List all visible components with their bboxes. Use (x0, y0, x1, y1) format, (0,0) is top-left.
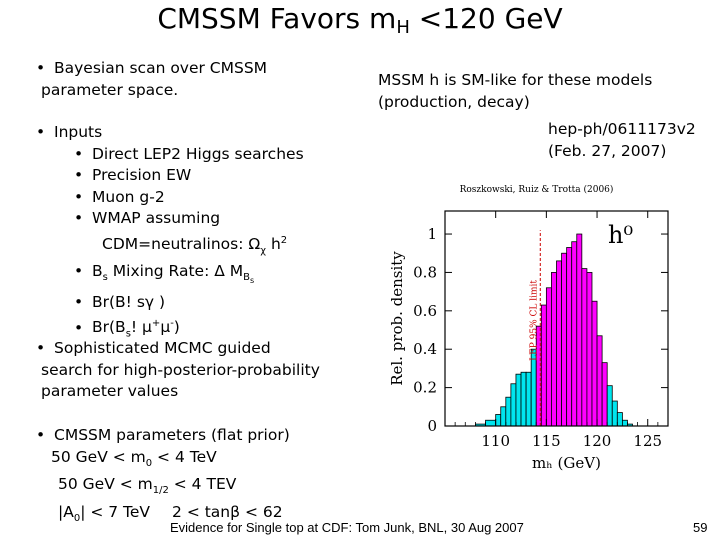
lep-limit-label: LEP 95% CL limit (529, 280, 539, 361)
x-tick-label: 120 (583, 432, 612, 450)
params-label: CMSSM parameters (flat prior) (54, 426, 290, 444)
histogram-bar (586, 272, 593, 427)
plot-title: Roszkowski, Ruiz & Trotta (2006) (460, 184, 614, 195)
bullet-dot: • (36, 123, 46, 141)
x-tick-label: 115 (532, 432, 561, 450)
higgs-mass-plot: Roszkowski, Ruiz & Trotta (2006) LEP 95% … (388, 184, 669, 472)
histogram-bar (485, 419, 497, 427)
sm-like-note: MSSM h is SM-like for these models (prod… (378, 70, 652, 113)
title-text: CMSSM Favors m (157, 2, 397, 35)
input-item: • Direct LEP2 Higgs searches (74, 144, 304, 163)
y-tick-label: 1 (427, 225, 437, 243)
param-m12: 50 GeV < m1/2 < 4 TEV (58, 475, 237, 497)
bayesian-bullet: • Bayesian scan over CMSSM parameter spac… (36, 58, 267, 101)
footer-text: Evidence for Single top at CDF: Tom Junk… (170, 520, 524, 535)
bullet-dot: • (36, 59, 46, 77)
histogram-bar (545, 287, 552, 427)
histogram-bar (561, 252, 568, 427)
bullet-dot: • (36, 426, 46, 444)
mcmc-line-1: Sophisticated MCMC guided (54, 339, 271, 357)
bayesian-line-2: parameter space. (41, 80, 179, 99)
x-tick-label: 125 (633, 432, 662, 450)
wmap-continuation: CDM=neutralinos: Ωχ h2 (102, 234, 288, 256)
params-bullet: • CMSSM parameters (flat prior) 50 GeV < … (36, 425, 290, 529)
histogram-bar (540, 304, 547, 427)
x-axis-label: mₕ (GeV) (532, 454, 601, 472)
mcmc-line-3: parameter values (41, 382, 179, 400)
inputs-list: • Inputs • Direct LEP2 Higgs searches • Pre… (36, 122, 304, 345)
histogram-bar (621, 419, 628, 427)
slide-title: CMSSM Favors mH <120 GeV (0, 2, 720, 38)
reference: hep-ph/0611173v2 (Feb. 27, 2007) (548, 119, 696, 162)
title-subscript: H (396, 17, 410, 38)
x-tick-label: 110 (481, 432, 510, 450)
inputs-label: Inputs (54, 123, 103, 141)
histogram-bar (551, 272, 557, 427)
input-item: • Br(Bs! μ+μ-) (74, 318, 180, 340)
histogram-bar (510, 383, 517, 427)
histogram-bar (591, 300, 598, 427)
input-item: • Precision EW (74, 166, 192, 184)
y-tick-label: 0.2 (413, 379, 437, 397)
y-tick-label: 0.4 (413, 340, 437, 358)
histogram-bar (611, 400, 618, 427)
input-item: • Muon g-2 (74, 187, 165, 206)
histogram-bar (606, 385, 613, 427)
input-item: • Br(B! sγ ) (74, 292, 166, 311)
mcmc-line-2: search for high-posterior-probability (41, 360, 320, 379)
histogram-bar (616, 412, 623, 427)
histogram-bar (556, 260, 562, 427)
param-m0: 50 GeV < m0 < 4 TeV (51, 447, 217, 469)
histogram-bar (566, 247, 573, 427)
param-a0-tanb: |A0| < 7 TeV 2 < tanβ < 62 (58, 502, 283, 524)
page-number: 59 (693, 520, 708, 535)
bullet-dot: • (36, 339, 46, 357)
sm-like-line-1: MSSM h is SM-like for these models (378, 71, 653, 89)
histogram-bar (505, 396, 512, 427)
histogram-bar (576, 233, 583, 427)
histogram-bar (581, 268, 588, 427)
histogram-bar (500, 406, 507, 427)
reference-arxiv: hep-ph/0611173v2 (548, 120, 696, 138)
y-axis-label: Rel. prob. density (388, 251, 406, 386)
reference-date: (Feb. 27, 2007) (548, 141, 667, 160)
histogram-bar (515, 373, 522, 427)
sm-like-line-2: (production, decay) (378, 92, 530, 111)
title-text-end: <120 GeV (409, 2, 563, 35)
bayesian-line-1: Bayesian scan over CMSSM (54, 59, 268, 77)
panel-label: h⁰ (608, 221, 633, 249)
histogram-bar (601, 362, 608, 427)
histogram-bar (571, 241, 578, 427)
y-tick-label: 0 (427, 417, 437, 435)
histogram-bar (525, 371, 532, 427)
y-tick-label: 0.8 (413, 263, 437, 281)
y-tick-label: 0.6 (413, 302, 437, 320)
mcmc-bullet: • Sophisticated MCMC guided search for hi… (36, 338, 320, 403)
histogram-bar (520, 371, 527, 427)
input-item: • WMAP assuming (74, 209, 221, 227)
histogram-bar (596, 335, 603, 427)
histogram-bar (495, 414, 502, 427)
input-item: • Bs Mixing Rate: Δ MBs (74, 262, 255, 286)
